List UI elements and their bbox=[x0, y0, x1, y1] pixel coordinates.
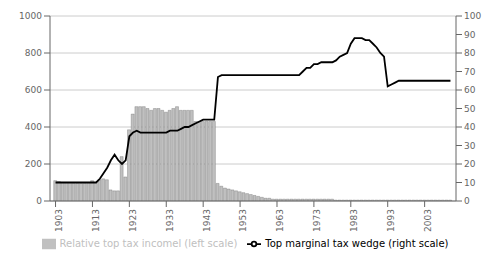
svg-text:40: 40 bbox=[464, 122, 476, 132]
svg-text:400: 400 bbox=[25, 122, 42, 132]
svg-text:1953: 1953 bbox=[238, 209, 248, 232]
svg-text:20: 20 bbox=[464, 159, 476, 169]
svg-text:600: 600 bbox=[25, 85, 42, 95]
html-text:Top marginal tax wedge (right: Top marginal tax wedge (right scale) bbox=[265, 238, 449, 249]
svg-text:800: 800 bbox=[25, 48, 42, 58]
svg-text:1993: 1993 bbox=[386, 209, 396, 232]
svg-text:80: 80 bbox=[464, 48, 476, 58]
svg-text:1933: 1933 bbox=[165, 209, 175, 232]
svg-text:30: 30 bbox=[464, 141, 476, 151]
svg-text:0: 0 bbox=[36, 196, 42, 206]
svg-text:60: 60 bbox=[464, 85, 476, 95]
svg-text:1913: 1913 bbox=[91, 209, 101, 232]
svg-text:1903: 1903 bbox=[54, 209, 64, 232]
svg-text:1973: 1973 bbox=[312, 209, 322, 232]
svg-text:200: 200 bbox=[25, 159, 42, 169]
svg-text:70: 70 bbox=[464, 67, 476, 77]
svg-text:1000: 1000 bbox=[19, 11, 42, 21]
svg-text:2003: 2003 bbox=[423, 209, 433, 232]
html-text:Relative top tax incomel (left: Relative top tax incomel (left scale) bbox=[59, 238, 238, 249]
svg-text:1923: 1923 bbox=[128, 209, 138, 232]
svg-text:1943: 1943 bbox=[202, 209, 212, 232]
svg-text:10: 10 bbox=[464, 178, 476, 188]
svg-text:50: 50 bbox=[464, 104, 476, 114]
svg-text:90: 90 bbox=[464, 30, 476, 40]
svg-text:100: 100 bbox=[464, 11, 481, 21]
svg-text:1983: 1983 bbox=[349, 209, 359, 232]
svg-text:1963: 1963 bbox=[275, 209, 285, 232]
svg-text:0: 0 bbox=[464, 196, 470, 206]
